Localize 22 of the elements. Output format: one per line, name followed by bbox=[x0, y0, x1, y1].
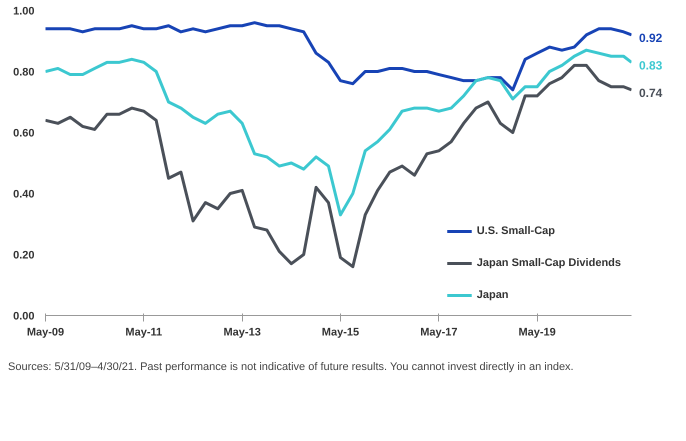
line-series bbox=[46, 64, 632, 268]
legend-label: U.S. Small-Cap bbox=[476, 225, 555, 237]
y-tick-label: 0.20 bbox=[13, 250, 35, 262]
data-label: 0.74 bbox=[639, 86, 663, 100]
x-tick-label: May-13 bbox=[224, 326, 261, 338]
y-tick-label: 0.00 bbox=[13, 310, 35, 322]
data-label: 0.92 bbox=[639, 30, 663, 45]
y-tick-label: 0.40 bbox=[13, 188, 35, 200]
line-series bbox=[46, 21, 632, 92]
y-tick-label: 0.80 bbox=[13, 66, 35, 78]
data-label: 0.83 bbox=[639, 58, 663, 72]
y-tick-label: 1.00 bbox=[13, 6, 35, 18]
legend-label: Japan Small-Cap Dividends bbox=[476, 257, 621, 269]
x-tick-label: May-19 bbox=[518, 326, 556, 338]
x-tick-label: May-11 bbox=[125, 326, 162, 338]
legend-label: Japan bbox=[476, 289, 509, 301]
y-tick-label: 0.60 bbox=[13, 128, 35, 140]
source-note: Sources: 5/31/09–4/30/21. Past performance is not indicative of future results. You cannot invest directly in an index. bbox=[8, 360, 574, 375]
x-tick-label: May-17 bbox=[420, 326, 458, 338]
x-tick-label: May-15 bbox=[322, 326, 360, 338]
line-series bbox=[46, 48, 632, 216]
x-tick-label: May-09 bbox=[26, 326, 64, 338]
